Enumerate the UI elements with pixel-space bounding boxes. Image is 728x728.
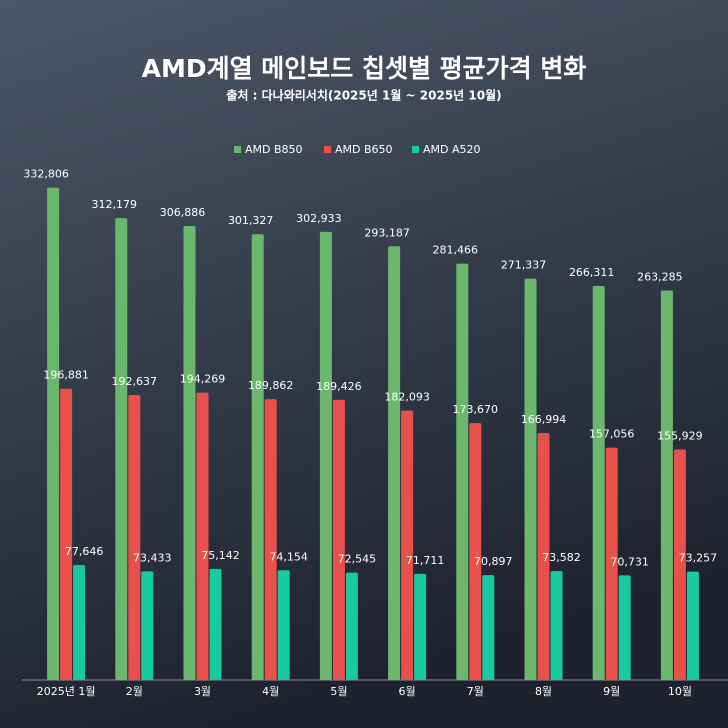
bar bbox=[60, 388, 73, 680]
bar bbox=[388, 246, 401, 680]
x-tick-label: 2025년 1월 bbox=[37, 685, 96, 698]
value-label: 266,311 bbox=[569, 266, 615, 279]
bar bbox=[537, 432, 550, 680]
x-tick-label: 10월 bbox=[668, 685, 692, 698]
value-label: 157,056 bbox=[589, 428, 635, 441]
value-label: 70,731 bbox=[610, 555, 649, 568]
legend-swatch bbox=[234, 146, 241, 153]
bar bbox=[550, 571, 563, 680]
x-tick-label: 9월 bbox=[603, 685, 620, 698]
value-label: 73,433 bbox=[133, 551, 172, 564]
bar bbox=[251, 234, 264, 680]
chart-subtitle: 출처 : 다나와리서치(2025년 1월 ~ 2025년 10월) bbox=[226, 88, 501, 103]
legend-label: AMD B650 bbox=[335, 143, 393, 156]
bar bbox=[264, 399, 277, 680]
value-label: 301,327 bbox=[228, 214, 274, 227]
value-label: 302,933 bbox=[296, 212, 342, 225]
bar bbox=[196, 392, 209, 680]
bar bbox=[605, 447, 618, 680]
legend-swatch bbox=[324, 146, 331, 153]
value-label: 332,806 bbox=[23, 168, 69, 181]
value-label: 271,337 bbox=[501, 259, 547, 272]
bar bbox=[456, 263, 469, 680]
x-tick-label: 8월 bbox=[535, 685, 552, 698]
value-label: 77,646 bbox=[65, 545, 104, 558]
value-label: 293,187 bbox=[364, 226, 410, 239]
x-tick-label: 4월 bbox=[262, 685, 279, 698]
value-label: 281,466 bbox=[433, 244, 479, 257]
value-label: 189,426 bbox=[316, 380, 362, 393]
bar bbox=[345, 572, 358, 680]
bar bbox=[73, 565, 86, 680]
x-tick-label: 7월 bbox=[467, 685, 484, 698]
bar bbox=[277, 570, 290, 680]
bar bbox=[115, 218, 128, 680]
value-label: 182,093 bbox=[384, 391, 430, 404]
value-label: 74,154 bbox=[269, 550, 308, 563]
legend-swatch bbox=[412, 146, 419, 153]
chart-title: AMD계열 메인보드 칩셋별 평균가격 변화 bbox=[142, 54, 587, 83]
bar bbox=[183, 225, 196, 680]
bar bbox=[686, 571, 699, 680]
bar bbox=[592, 286, 605, 680]
value-label: 189,862 bbox=[248, 379, 294, 392]
value-label: 75,142 bbox=[201, 549, 240, 562]
value-label: 312,179 bbox=[92, 198, 138, 211]
bar bbox=[47, 187, 60, 680]
bar bbox=[482, 575, 495, 680]
x-tick-label: 2월 bbox=[126, 685, 143, 698]
value-label: 71,711 bbox=[406, 554, 445, 567]
legend-label: AMD A520 bbox=[423, 143, 481, 156]
value-label: 72,545 bbox=[338, 553, 377, 566]
bar bbox=[332, 399, 345, 680]
bar bbox=[660, 290, 673, 680]
x-tick-label: 3월 bbox=[194, 685, 211, 698]
value-label: 196,881 bbox=[43, 369, 89, 382]
value-label: 263,285 bbox=[637, 270, 683, 283]
value-label: 173,670 bbox=[453, 403, 499, 416]
value-label: 194,269 bbox=[180, 373, 226, 386]
value-label: 192,637 bbox=[112, 375, 158, 388]
bar bbox=[524, 278, 537, 680]
value-label: 166,994 bbox=[521, 413, 567, 426]
bar bbox=[401, 410, 414, 680]
x-tick-label: 6월 bbox=[399, 685, 416, 698]
bar bbox=[141, 571, 154, 680]
bar bbox=[319, 231, 332, 681]
bar bbox=[469, 423, 482, 680]
bar bbox=[618, 575, 631, 680]
bar bbox=[209, 568, 222, 680]
bar bbox=[414, 573, 427, 680]
value-label: 155,929 bbox=[657, 429, 703, 442]
value-label: 73,582 bbox=[542, 551, 581, 564]
bar bbox=[673, 449, 686, 680]
x-tick-label: 5월 bbox=[330, 685, 347, 698]
bar bbox=[128, 395, 141, 680]
legend-label: AMD B850 bbox=[245, 143, 303, 156]
value-label: 70,897 bbox=[474, 555, 513, 568]
value-label: 306,886 bbox=[160, 206, 206, 219]
value-label: 73,257 bbox=[679, 552, 718, 565]
